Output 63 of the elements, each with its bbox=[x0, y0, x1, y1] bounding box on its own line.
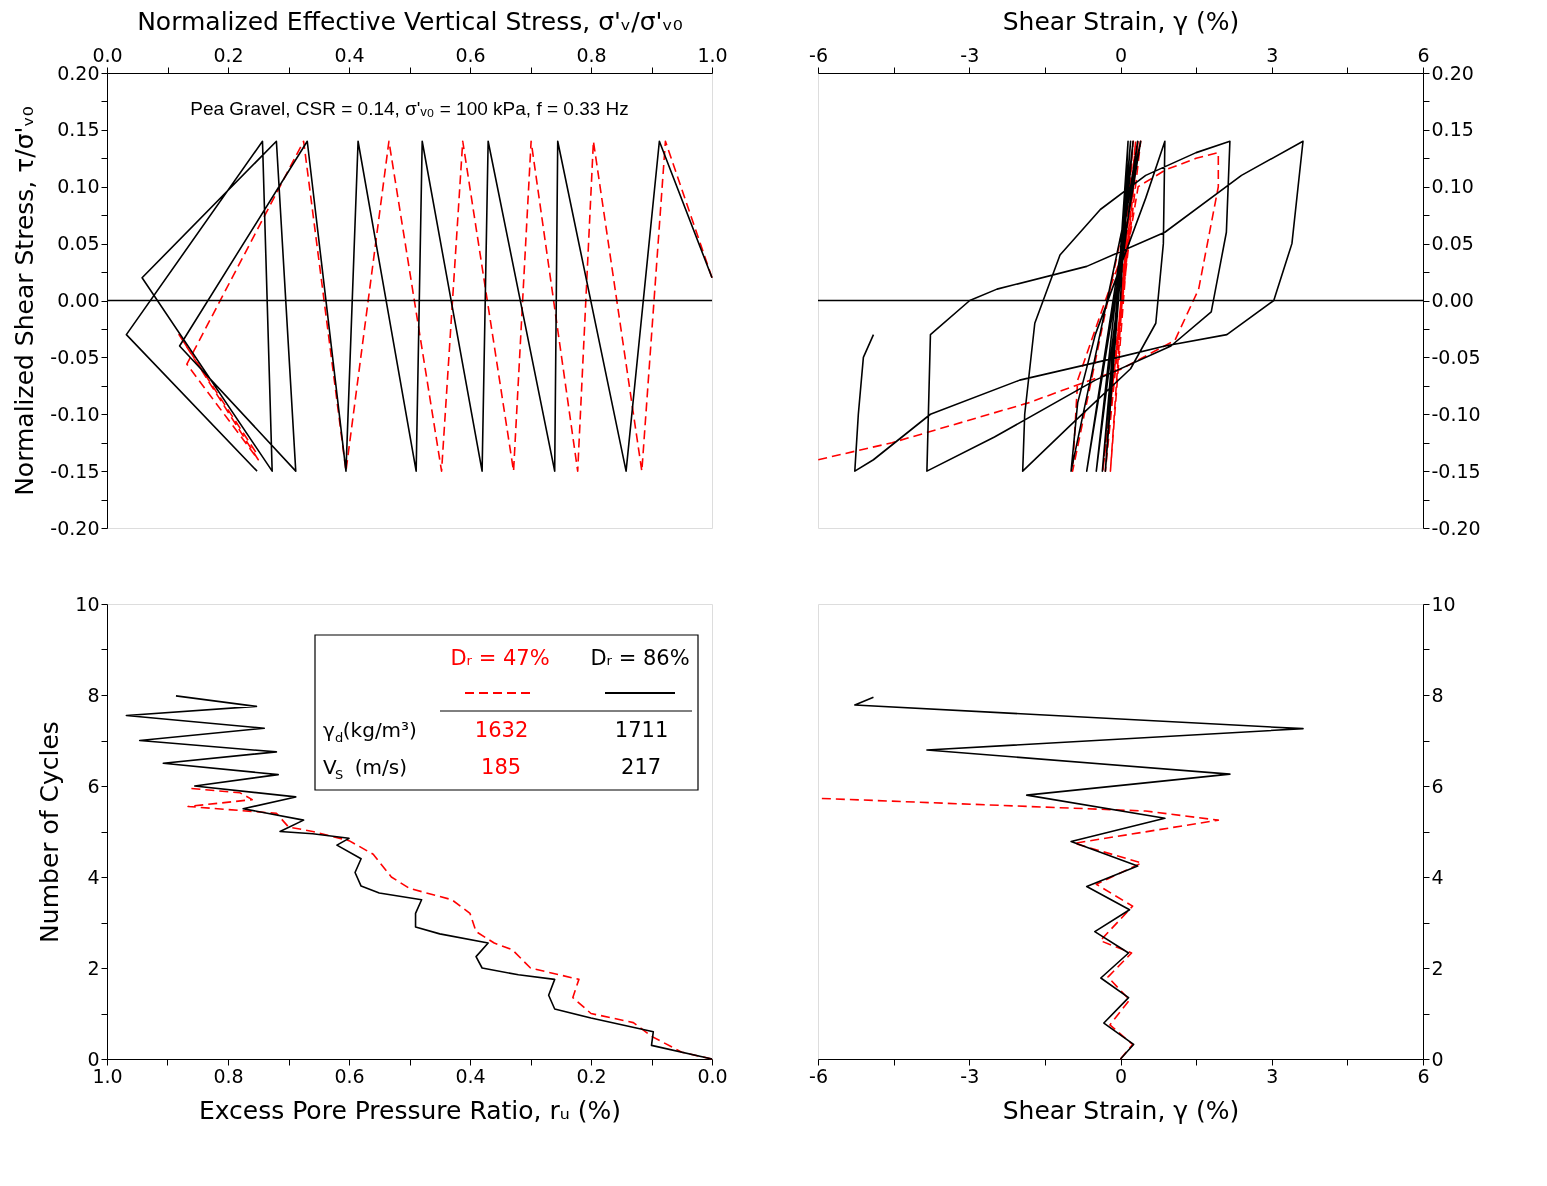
x-tick-label: -3 bbox=[960, 1064, 980, 1087]
x-tick-label: -6 bbox=[809, 1064, 828, 1087]
y-tick-label: 0.10 bbox=[1431, 175, 1474, 198]
y-tick-label: 0.15 bbox=[57, 118, 100, 141]
y-tick-label: 0.05 bbox=[1431, 232, 1474, 255]
y-tick-label: -0.20 bbox=[50, 516, 100, 539]
x-tick-label: 0.8 bbox=[213, 1064, 244, 1087]
y-tick-label: 6 bbox=[87, 774, 100, 797]
y-tick-label: 0.00 bbox=[1431, 289, 1474, 311]
annotation: 185 bbox=[481, 755, 522, 779]
x-tick-label: 0.2 bbox=[213, 43, 244, 66]
y-tick-label: 8 bbox=[1431, 683, 1444, 706]
y-tick-label: -0.15 bbox=[1431, 459, 1481, 482]
x-axis-title: Shear Strain, γ (%) bbox=[1002, 6, 1240, 36]
y-tick-label: -0.20 bbox=[1431, 516, 1481, 539]
y-tick-label: 0.00 bbox=[57, 289, 100, 311]
annotation: 1632 bbox=[474, 718, 529, 742]
x-tick-label: -3 bbox=[960, 43, 980, 66]
y-tick-label: -0.10 bbox=[50, 402, 100, 425]
y-tick-label: -0.05 bbox=[50, 345, 100, 368]
y-tick-label: 0 bbox=[87, 1047, 100, 1070]
y-tick-label: 0.15 bbox=[1431, 118, 1474, 141]
y-tick-label: 4 bbox=[1431, 865, 1444, 888]
x-tick-label: 0.0 bbox=[697, 1064, 728, 1087]
x-tick-label: 1.0 bbox=[697, 43, 728, 66]
line-series bbox=[817, 140, 1220, 472]
x-tick-label: 0.6 bbox=[455, 43, 486, 66]
x-tick-label: 0.8 bbox=[576, 43, 607, 66]
x-tick-label: 0 bbox=[1114, 1064, 1128, 1087]
annotation: 1711 bbox=[614, 718, 669, 742]
y-tick-label: 0.10 bbox=[57, 175, 100, 198]
x-tick-label: -6 bbox=[809, 43, 828, 66]
y-tick-label: -0.10 bbox=[1431, 402, 1481, 425]
x-tick-label: 0.4 bbox=[455, 1064, 486, 1087]
y-tick-label: 4 bbox=[87, 865, 100, 888]
annotation: 217 bbox=[621, 755, 662, 779]
y-tick-label: 2 bbox=[87, 956, 100, 979]
x-tick-label: 3 bbox=[1266, 1064, 1279, 1087]
x-tick-label: 6 bbox=[1417, 43, 1430, 66]
y-tick-label: -0.05 bbox=[1431, 345, 1481, 368]
y-tick-label: 0.05 bbox=[57, 232, 100, 255]
y-tick-label: 2 bbox=[1431, 956, 1444, 979]
x-axis-title: Normalized Effective Vertical Stress, σ'ᵥ/σ'ᵥ₀ bbox=[137, 6, 683, 36]
x-tick-label: 0.2 bbox=[576, 1064, 607, 1087]
y-tick-label: 0.20 bbox=[1431, 61, 1474, 84]
text: Dᵣ = 47% bbox=[450, 646, 550, 670]
y-tick-label: 10 bbox=[1431, 592, 1456, 615]
x-axis-title: Shear Strain, γ (%) bbox=[1002, 1095, 1240, 1125]
x-tick-label: 0.4 bbox=[334, 43, 365, 66]
annotation: Pea Gravel, CSR = 0.14, σ'ᵥ₀ = 100 kPa, f = 0.33 Hz bbox=[190, 98, 629, 119]
x-axis-title: Excess Pore Pressure Ratio, rᵤ (%) bbox=[198, 1095, 622, 1125]
y-tick-label: -0.15 bbox=[50, 459, 100, 482]
y-tick-label: 8 bbox=[87, 683, 100, 706]
x-tick-label: 6 bbox=[1417, 1064, 1430, 1087]
y-tick-label: 10 bbox=[75, 592, 100, 615]
x-tick-label: 0.6 bbox=[334, 1064, 365, 1087]
y-tick-label: 0 bbox=[1431, 1047, 1444, 1070]
x-tick-label: 0 bbox=[1114, 43, 1128, 66]
y-axis-title: Number of Cycles bbox=[35, 721, 65, 943]
y-tick-label: 6 bbox=[1431, 774, 1444, 797]
x-tick-label: 3 bbox=[1266, 43, 1279, 66]
text: Dᵣ = 86% bbox=[590, 646, 690, 670]
y-axis-title: Normalized Shear Stress, τ/σ'ᵥ₀ bbox=[10, 106, 40, 496]
